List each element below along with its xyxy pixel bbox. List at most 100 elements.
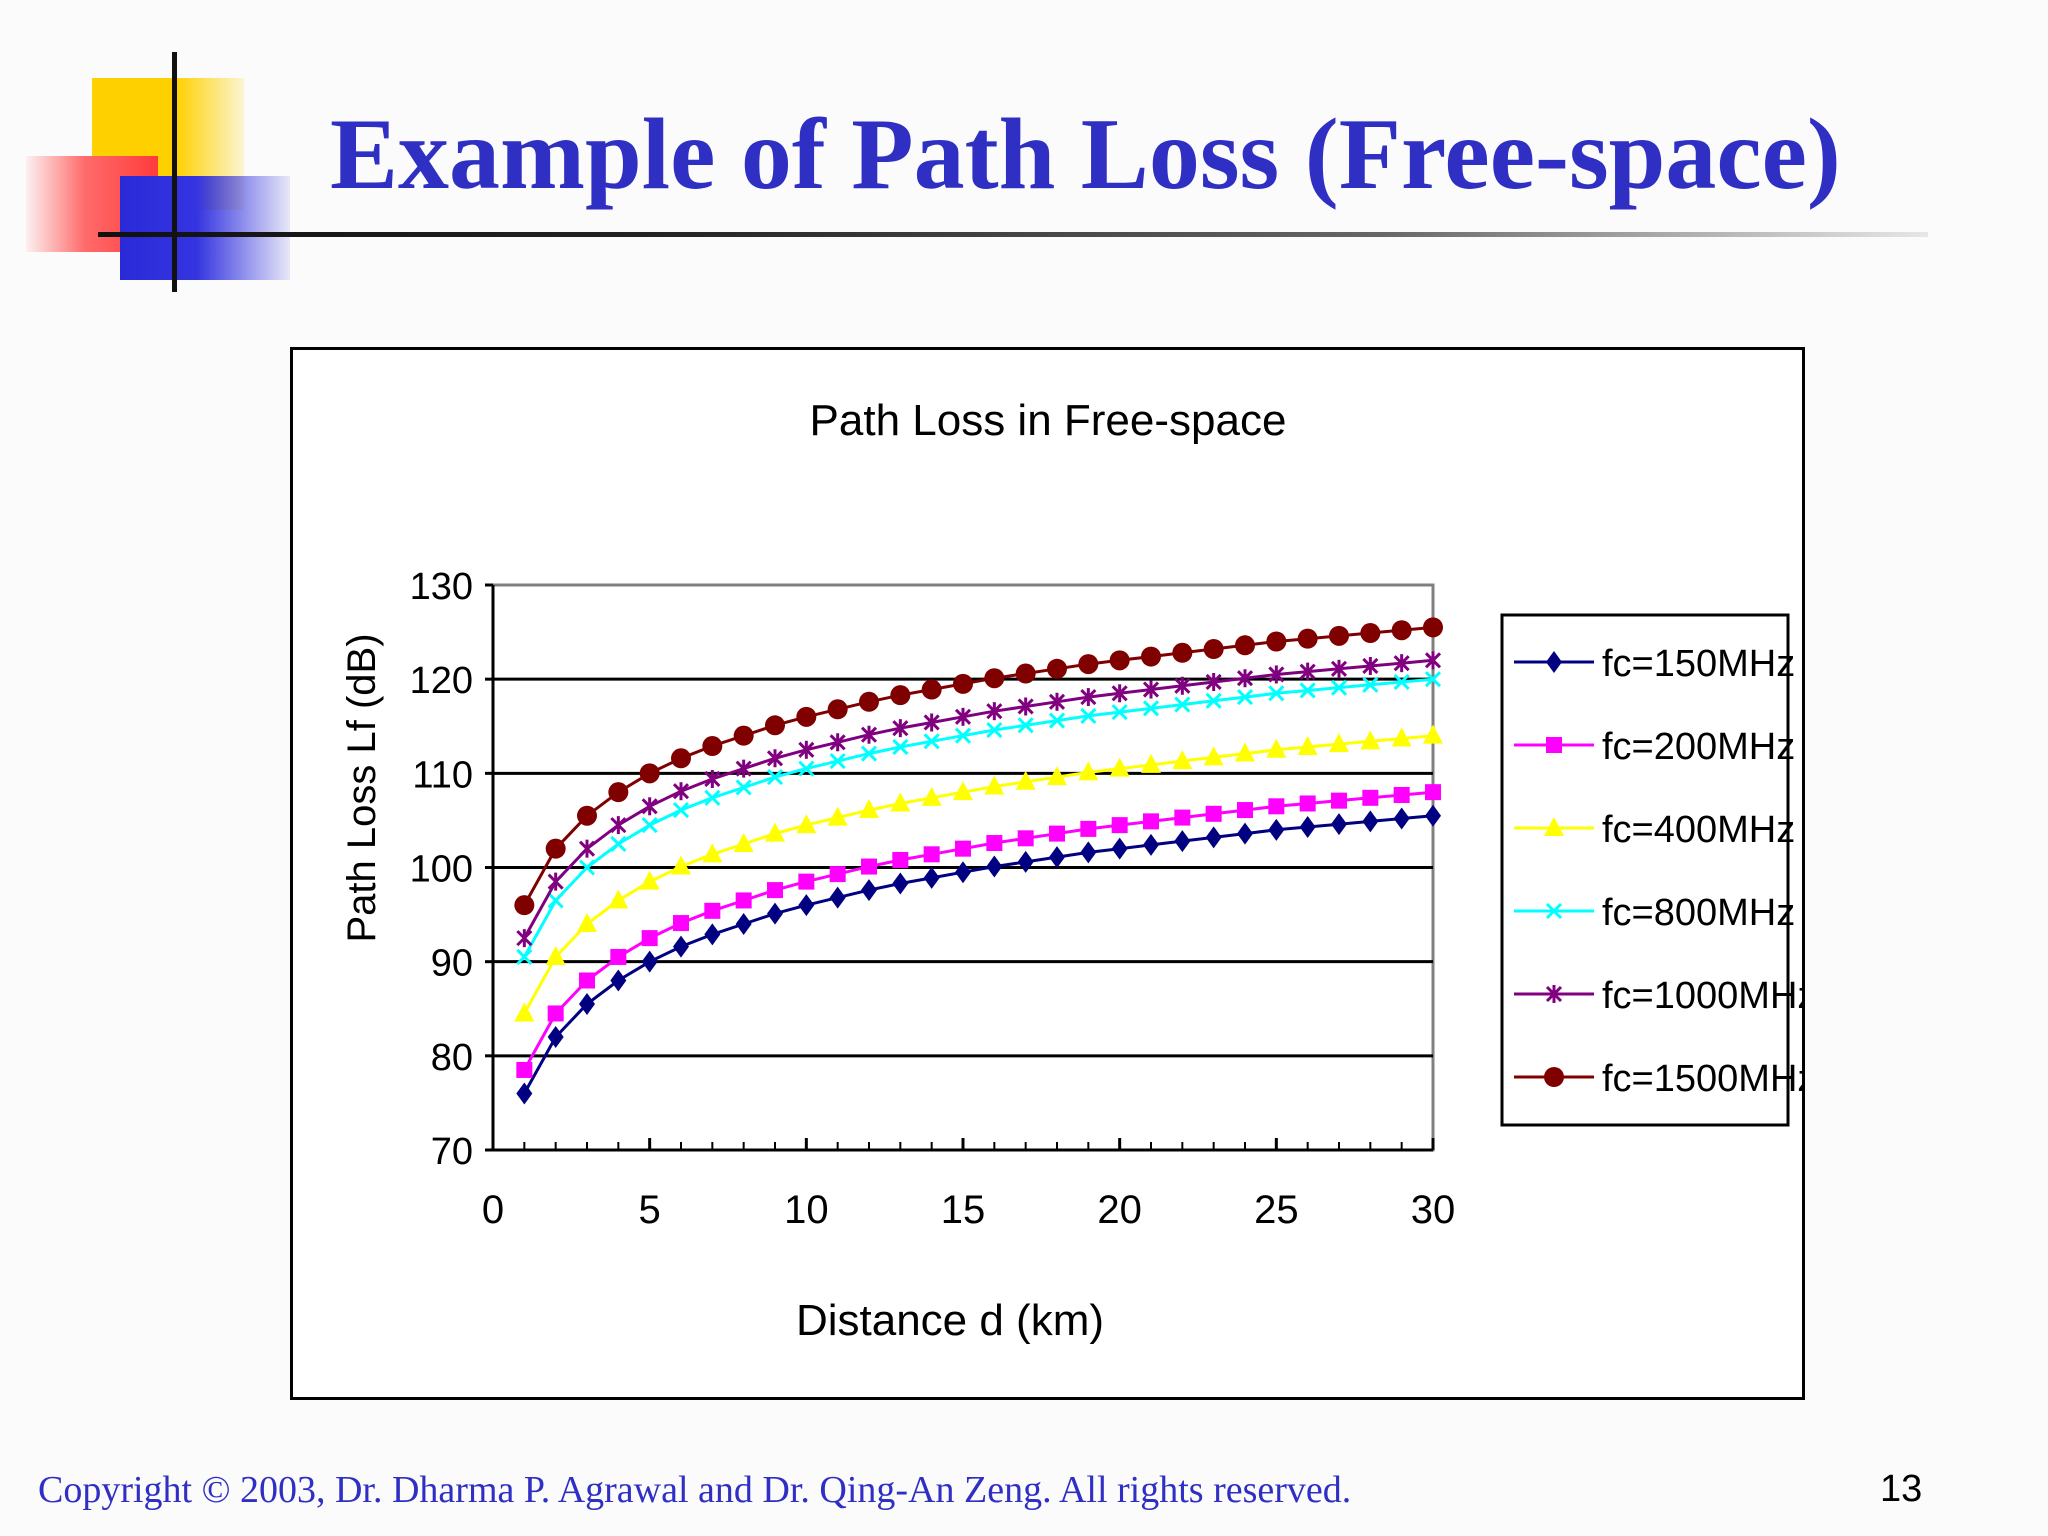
data-point	[986, 835, 1003, 852]
data-point	[579, 993, 595, 1016]
data-point	[516, 1061, 533, 1078]
legend-marker	[1544, 817, 1564, 836]
data-point	[1017, 697, 1034, 716]
data-point	[798, 740, 815, 759]
legend-marker	[1544, 1067, 1564, 1087]
data-point	[859, 799, 879, 819]
legend-entry: fc=150MHz	[1514, 643, 1795, 685]
data-point	[1235, 635, 1255, 656]
data-point	[516, 929, 533, 948]
data-point	[1360, 730, 1381, 750]
data-point	[1078, 654, 1099, 675]
data-point	[827, 806, 848, 826]
data-point	[514, 1002, 535, 1022]
data-point	[547, 892, 564, 909]
data-point	[1111, 837, 1128, 860]
data-point	[796, 814, 817, 834]
data-point	[953, 673, 973, 694]
data-point	[1141, 646, 1161, 667]
data-point	[1174, 696, 1191, 713]
data-point	[890, 792, 911, 812]
footer-copyright: Copyright © 2003, Dr. Dharma P. Agrawal …	[38, 1469, 1352, 1511]
data-point	[1015, 770, 1036, 790]
data-point	[1235, 742, 1255, 762]
data-point	[1423, 617, 1443, 638]
data-point	[1172, 642, 1193, 663]
x-tick-label: 0	[482, 1188, 504, 1232]
data-point	[1203, 639, 1224, 660]
data-point	[671, 748, 691, 769]
data-point	[892, 719, 909, 738]
legend-marker	[1545, 985, 1563, 1003]
data-point	[1142, 700, 1160, 717]
data-point	[702, 843, 723, 863]
data-point	[1268, 685, 1285, 702]
data-point	[1048, 692, 1066, 711]
data-point	[890, 685, 911, 706]
data-point	[545, 838, 566, 859]
data-point	[1266, 738, 1287, 758]
data-point	[1268, 798, 1285, 815]
data-point	[641, 817, 658, 834]
data-point	[1391, 620, 1412, 641]
legend-label: fc=200MHz	[1602, 726, 1795, 768]
data-point	[798, 760, 815, 777]
data-point	[671, 855, 691, 875]
data-point	[861, 858, 877, 875]
data-point	[1299, 816, 1316, 839]
data-point	[798, 894, 815, 917]
data-point	[673, 915, 689, 932]
data-point	[1329, 625, 1349, 646]
data-point	[1203, 746, 1224, 766]
data-point	[639, 763, 660, 784]
data-point	[1268, 818, 1285, 841]
legend-label: fc=1500MHz	[1602, 1058, 1802, 1100]
data-point	[1205, 805, 1222, 822]
data-point	[735, 892, 752, 909]
data-point	[986, 855, 1003, 878]
y-tick-label: 110	[412, 754, 473, 796]
data-point	[1424, 651, 1442, 670]
data-point	[1393, 786, 1410, 803]
data-point	[766, 769, 784, 786]
data-point	[516, 948, 533, 966]
data-point	[735, 759, 752, 778]
data-point	[923, 846, 940, 863]
data-point	[1080, 820, 1097, 837]
legend-entry: fc=1000MHz	[1514, 975, 1802, 1017]
y-axis-label: Path Loss Lf (dB)	[340, 633, 384, 942]
data-point	[735, 779, 752, 796]
data-point	[1331, 813, 1347, 836]
data-point	[954, 707, 972, 726]
data-point	[1360, 623, 1381, 644]
series-fc=150MHz	[516, 804, 1441, 1105]
data-point	[547, 1026, 564, 1048]
data-point	[892, 872, 909, 895]
data-point	[1266, 631, 1287, 652]
legend-box	[1500, 613, 1790, 1127]
legend-label: fc=800MHz	[1602, 892, 1795, 934]
data-point	[986, 721, 1003, 739]
data-point	[1393, 654, 1410, 673]
data-point	[1111, 684, 1128, 703]
legend-label: fc=400MHz	[1602, 809, 1795, 851]
chart-frame: Path Loss in Free-space Path Loss Lf (dB…	[290, 347, 1805, 1400]
y-tick-label: 130	[410, 566, 473, 608]
y-tick-label: 120	[410, 660, 473, 702]
data-point	[735, 913, 752, 935]
decor-blue-square	[120, 176, 290, 280]
data-point	[1142, 680, 1160, 699]
data-point	[608, 782, 629, 803]
y-tick-label: 80	[431, 1037, 473, 1079]
legend-marker	[1546, 737, 1562, 753]
data-point	[1330, 679, 1348, 696]
legend-entry: fc=200MHz	[1514, 726, 1795, 768]
decor-vertical-line	[172, 52, 177, 292]
data-point	[1237, 802, 1253, 819]
y-tick-label: 90	[431, 943, 473, 985]
data-point	[1297, 628, 1318, 649]
data-point	[1111, 704, 1128, 721]
data-point	[1236, 669, 1254, 688]
data-point	[1362, 656, 1379, 675]
x-tick-label: 20	[1097, 1188, 1142, 1232]
